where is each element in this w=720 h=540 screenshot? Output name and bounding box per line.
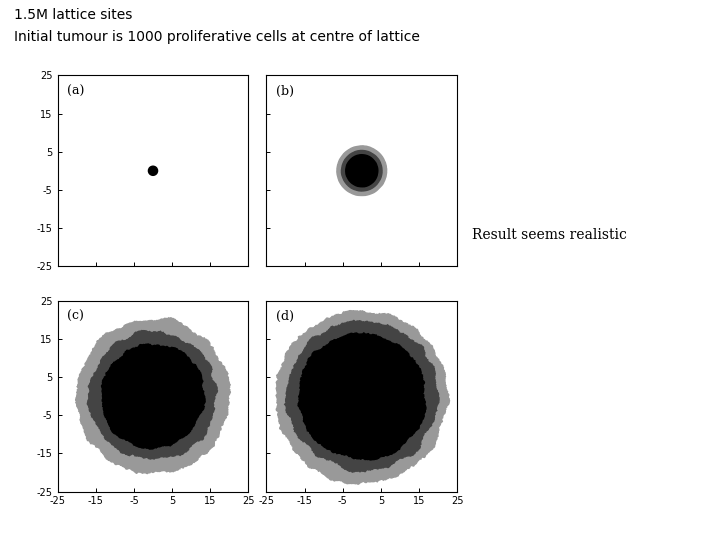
Text: 1.5M lattice sites: 1.5M lattice sites xyxy=(14,8,132,22)
Text: Initial tumour is 1000 proliferative cells at centre of lattice: Initial tumour is 1000 proliferative cel… xyxy=(14,30,420,44)
Text: (c): (c) xyxy=(67,310,84,323)
Text: Result seems realistic: Result seems realistic xyxy=(472,228,626,242)
Circle shape xyxy=(148,166,158,176)
Text: (a): (a) xyxy=(67,85,84,98)
Polygon shape xyxy=(298,333,426,460)
Polygon shape xyxy=(341,151,382,191)
Polygon shape xyxy=(337,146,387,195)
Polygon shape xyxy=(284,320,439,472)
Text: (d): (d) xyxy=(276,310,294,323)
Polygon shape xyxy=(102,344,205,449)
Polygon shape xyxy=(346,154,378,187)
Text: (b): (b) xyxy=(276,85,294,98)
Polygon shape xyxy=(87,330,217,459)
Polygon shape xyxy=(276,310,449,484)
Polygon shape xyxy=(76,318,230,474)
